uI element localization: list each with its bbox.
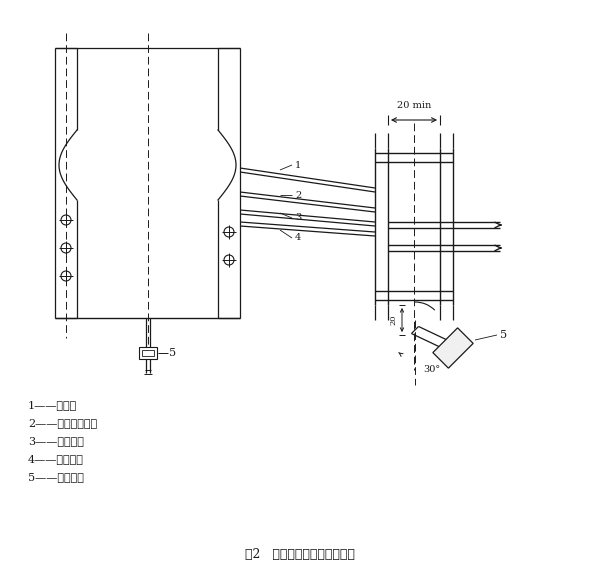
Bar <box>142 350 154 356</box>
Text: 5: 5 <box>500 330 507 340</box>
Bar <box>433 328 473 368</box>
Text: 2——试样固定架：: 2——试样固定架： <box>28 418 97 428</box>
Text: 1: 1 <box>295 160 301 170</box>
Text: 3——定位柱：: 3——定位柱： <box>28 436 84 446</box>
Text: 5——燃气灯。: 5——燃气灯。 <box>28 472 84 482</box>
Text: 30°: 30° <box>423 365 440 375</box>
Text: 3: 3 <box>295 214 301 223</box>
Text: 20 min: 20 min <box>397 101 431 110</box>
Text: 图2   燃气灯与试样关系示意图: 图2 燃气灯与试样关系示意图 <box>245 549 355 561</box>
Text: 20: 20 <box>389 315 397 325</box>
Text: 2: 2 <box>295 191 301 199</box>
Text: 4——固定针：: 4——固定针： <box>28 454 84 464</box>
Text: 5: 5 <box>170 348 176 358</box>
Text: 1——试样：: 1——试样： <box>28 400 77 410</box>
Text: 4: 4 <box>295 234 301 243</box>
Bar <box>139 347 157 359</box>
